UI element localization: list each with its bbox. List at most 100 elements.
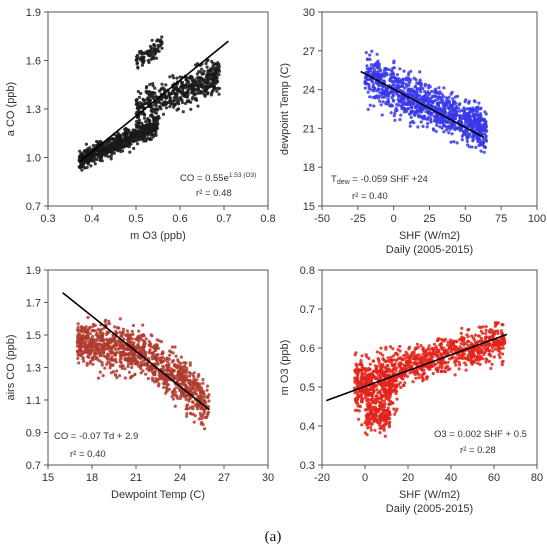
- data-point: [141, 97, 145, 101]
- data-point: [144, 137, 148, 142]
- data-point: [384, 395, 388, 399]
- data-point: [179, 85, 183, 89]
- data-point: [387, 67, 391, 72]
- data-point: [96, 358, 100, 362]
- data-point: [493, 324, 497, 328]
- data-point: [119, 135, 123, 139]
- data-point: [469, 341, 473, 345]
- data-point: [394, 369, 398, 373]
- data-point: [366, 416, 370, 421]
- data-point: [380, 113, 384, 117]
- data-point: [458, 128, 462, 132]
- data-point: [371, 95, 375, 99]
- data-point: [158, 105, 162, 109]
- data-point: [152, 103, 157, 107]
- data-point: [386, 380, 391, 384]
- x-axis-label: Dewpoint Temp (C): [111, 489, 205, 501]
- data-point: [170, 345, 174, 349]
- data-point: [418, 80, 422, 84]
- data-point: [137, 121, 141, 125]
- data-point: [442, 130, 446, 134]
- data-point: [142, 116, 147, 120]
- data-point: [484, 138, 488, 142]
- data-point: [186, 386, 190, 391]
- data-point: [479, 329, 483, 333]
- data-point: [453, 359, 457, 364]
- data-point: [475, 106, 479, 110]
- data-point: [159, 373, 163, 377]
- data-point: [110, 355, 114, 359]
- data-point: [492, 355, 496, 359]
- data-point: [380, 95, 385, 99]
- data-point: [149, 133, 153, 137]
- data-point: [77, 353, 81, 357]
- data-point: [113, 347, 117, 351]
- data-point: [131, 323, 135, 328]
- data-point: [484, 357, 488, 361]
- data-point: [473, 358, 477, 362]
- data-point: [93, 153, 97, 157]
- data-point: [149, 54, 153, 58]
- data-point: [167, 94, 171, 98]
- y-axis-label: m O3 (ppb): [279, 340, 291, 396]
- data-point: [203, 93, 207, 97]
- data-point: [422, 95, 426, 99]
- data-point: [192, 371, 196, 375]
- data-point: [414, 376, 418, 380]
- data-point: [164, 391, 168, 395]
- data-point: [217, 86, 221, 91]
- data-point: [354, 370, 358, 374]
- chart-title: Daily (2005-2015): [386, 503, 473, 515]
- data-point: [156, 100, 160, 104]
- data-point: [483, 132, 487, 136]
- data-point: [126, 364, 130, 369]
- data-point: [497, 342, 501, 346]
- data-point: [443, 124, 447, 128]
- data-point: [381, 373, 385, 378]
- data-point: [383, 95, 387, 99]
- data-point: [475, 136, 479, 140]
- data-point: [418, 70, 422, 74]
- data-point: [438, 121, 442, 125]
- data-point: [121, 327, 126, 331]
- data-point: [371, 359, 375, 363]
- y-tick-label: 24: [303, 85, 315, 97]
- data-point: [128, 358, 132, 362]
- data-point: [373, 400, 377, 404]
- data-point: [157, 339, 161, 343]
- data-point: [478, 339, 483, 343]
- data-point: [157, 89, 161, 93]
- data-point: [100, 337, 104, 341]
- data-point: [202, 400, 206, 404]
- data-point: [112, 343, 116, 347]
- data-point: [391, 94, 395, 98]
- data-point: [400, 81, 405, 85]
- data-point: [443, 107, 447, 111]
- data-point: [378, 99, 382, 103]
- data-point: [466, 107, 470, 111]
- data-point: [148, 348, 152, 352]
- data-point: [128, 376, 133, 380]
- data-point: [469, 119, 473, 123]
- data-point: [377, 75, 381, 79]
- data-point: [107, 322, 111, 326]
- data-point: [415, 90, 419, 94]
- data-point: [482, 144, 487, 149]
- data-point: [173, 92, 177, 96]
- data-point: [113, 373, 117, 377]
- data-point: [86, 335, 90, 339]
- data-point: [412, 102, 416, 106]
- data-point: [89, 342, 93, 346]
- data-point: [136, 335, 140, 339]
- data-point: [192, 377, 196, 382]
- data-point: [482, 150, 486, 154]
- data-point: [150, 46, 154, 50]
- data-point: [441, 104, 445, 108]
- y-tick-label: 0.6: [300, 343, 315, 355]
- data-point: [212, 84, 216, 88]
- r2-label: r² = 0.40: [352, 191, 388, 202]
- data-point: [89, 350, 93, 354]
- data-point: [460, 138, 464, 142]
- data-point: [366, 388, 370, 392]
- data-point: [142, 345, 146, 349]
